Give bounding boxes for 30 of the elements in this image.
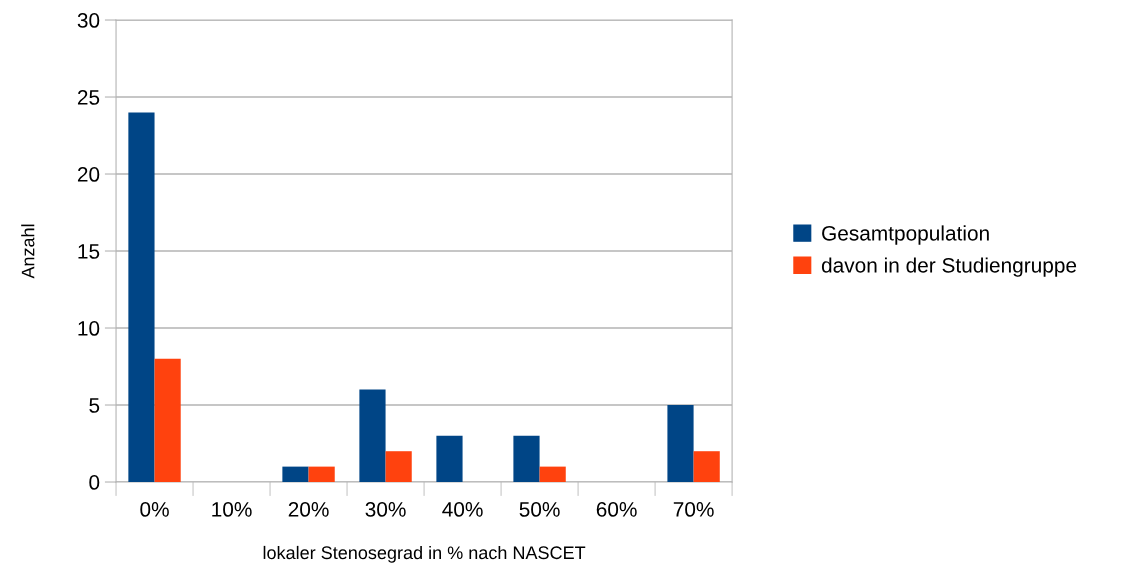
bar: [128, 112, 155, 483]
x-axis-title: lokaler Stenosegrad in % nach NASCET: [263, 545, 586, 563]
y-tick-label: 20: [77, 167, 100, 182]
x-tick-label: 20%: [288, 502, 329, 517]
legend-label: Gesamtpopulation: [822, 225, 989, 245]
bar: [539, 466, 566, 483]
legend-label: davon in der Studiengruppe: [821, 257, 1077, 277]
bar: [385, 451, 412, 483]
y-tick-label: 30: [77, 13, 100, 28]
bar: [436, 435, 463, 483]
bar: [693, 451, 720, 483]
bar: [282, 466, 309, 483]
x-tick-label: 70%: [673, 502, 714, 517]
y-tick-label: 5: [89, 398, 100, 413]
x-tick-label: 60%: [596, 502, 637, 517]
x-tick-label: 40%: [442, 502, 483, 517]
y-tick-label: 10: [78, 321, 100, 336]
bar: [154, 358, 181, 483]
bar: [359, 389, 386, 483]
bar: [513, 435, 540, 483]
y-axis-title: Anzahl: [21, 224, 35, 279]
x-tick-label: 10%: [212, 502, 252, 517]
y-tick-label: 0: [89, 475, 100, 490]
x-tick-label: 50%: [519, 502, 560, 517]
x-tick-label: 30%: [365, 502, 406, 517]
bar: [667, 405, 694, 483]
y-tick-label: 25: [77, 90, 100, 105]
x-tick-label: 0%: [140, 502, 169, 517]
bar: [308, 466, 335, 483]
y-tick-label: 15: [78, 244, 100, 259]
